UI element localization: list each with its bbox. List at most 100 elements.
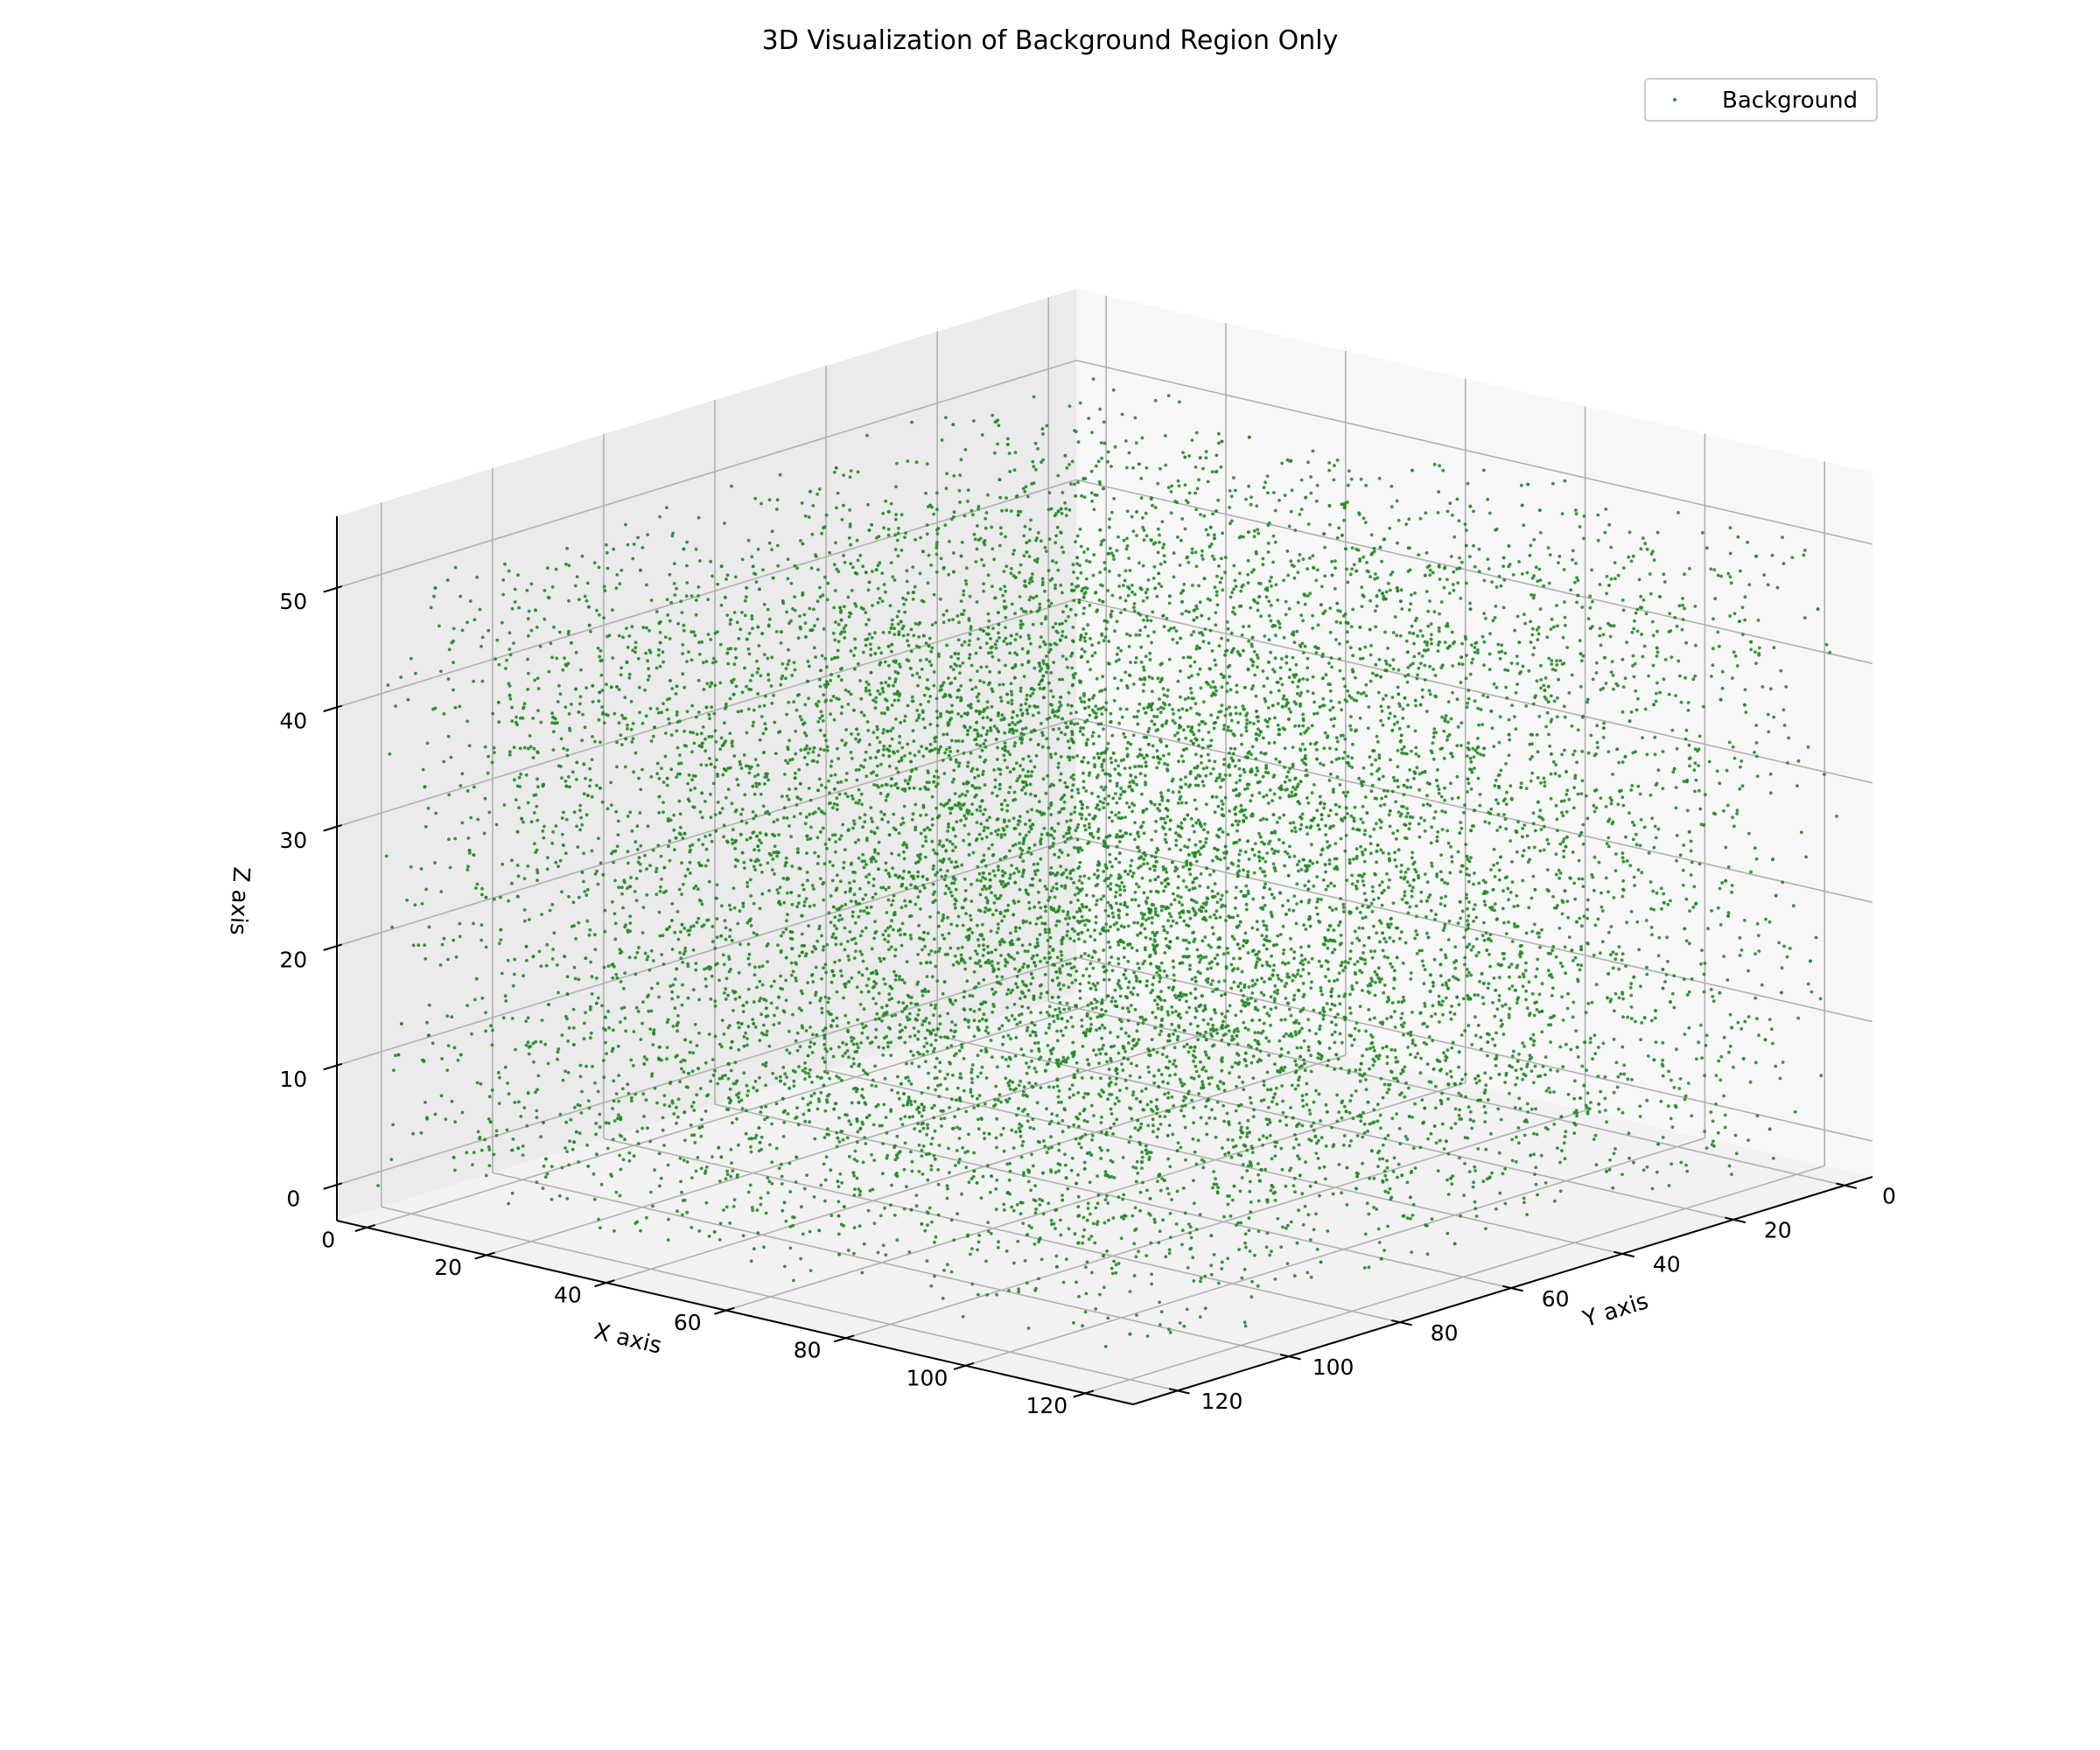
- scatter-point: [1271, 560, 1275, 564]
- scatter-point: [1148, 878, 1152, 883]
- scatter-point: [1133, 765, 1137, 769]
- scatter-point: [442, 760, 446, 764]
- scatter-point: [1398, 1142, 1403, 1146]
- scatter-point: [1212, 1182, 1216, 1186]
- scatter-point: [976, 1117, 980, 1122]
- scatter-point: [1228, 688, 1233, 692]
- scatter-point: [1303, 957, 1307, 962]
- scatter-point: [775, 508, 779, 511]
- scatter-point: [1613, 561, 1617, 564]
- scatter-point: [1376, 1227, 1381, 1231]
- scatter-point: [1443, 880, 1446, 885]
- scatter-point: [1068, 404, 1072, 408]
- scatter-point: [639, 1228, 642, 1233]
- scatter-point: [484, 1011, 487, 1015]
- scatter-point: [801, 1232, 805, 1236]
- scatter-point: [1521, 664, 1525, 668]
- scatter-point: [472, 921, 475, 926]
- scatter-point: [1060, 963, 1065, 968]
- scatter-point: [1698, 862, 1702, 866]
- scatter-point: [808, 1068, 812, 1072]
- scatter-point: [1414, 704, 1418, 708]
- grid-line-y-floor: [714, 1103, 1512, 1289]
- scatter-point: [1432, 957, 1437, 962]
- scatter-point: [1361, 853, 1365, 857]
- scatter-point: [947, 753, 951, 758]
- scatter-point: [953, 834, 957, 838]
- scatter-point: [1409, 1030, 1413, 1034]
- scatter-point: [915, 671, 920, 676]
- scatter-point: [1024, 485, 1028, 489]
- scatter-point: [1370, 956, 1375, 960]
- scatter-point: [1109, 873, 1113, 878]
- scatter-point: [851, 797, 855, 801]
- scatter-point: [1589, 1036, 1592, 1040]
- scatter-point: [1514, 1082, 1518, 1087]
- scatter-point: [1140, 1166, 1144, 1170]
- scatter-point: [1060, 1130, 1065, 1134]
- scatter-point: [1614, 1060, 1619, 1065]
- scatter-point: [1102, 727, 1105, 732]
- scatter-point: [1422, 1040, 1426, 1045]
- scatter-point: [1466, 919, 1469, 923]
- scatter-point: [1020, 788, 1024, 792]
- scatter-point: [599, 1182, 604, 1186]
- scatter-point: [1041, 580, 1045, 584]
- scatter-point: [876, 689, 880, 693]
- scatter-point: [1167, 1124, 1172, 1127]
- scatter-point: [1082, 1118, 1087, 1123]
- scatter-point: [900, 978, 905, 982]
- scatter-point: [1321, 1006, 1326, 1010]
- scatter-point: [690, 778, 694, 782]
- scatter-point: [1517, 975, 1522, 979]
- scatter-point: [1495, 829, 1500, 832]
- scatter-point: [1273, 716, 1277, 720]
- scatter-point: [625, 626, 628, 630]
- scatter-point: [1102, 1026, 1107, 1030]
- scatter-point: [803, 621, 808, 625]
- scatter-point: [1269, 995, 1273, 999]
- scatter-point: [1056, 737, 1060, 741]
- scatter-point: [1420, 948, 1424, 953]
- scatter-point: [1699, 1023, 1703, 1027]
- grid-line-x-floor: [845, 1110, 1586, 1339]
- scatter-point: [833, 638, 837, 642]
- scatter-point: [1271, 969, 1276, 972]
- scatter-point: [1684, 939, 1689, 943]
- scatter-point: [440, 942, 444, 947]
- scatter-point: [700, 640, 704, 644]
- scatter-point: [1282, 694, 1286, 698]
- scatter-point: [1350, 882, 1354, 886]
- scatter-point: [1457, 1065, 1460, 1069]
- scatter-point: [1004, 615, 1008, 620]
- scatter-point: [934, 570, 939, 574]
- scatter-point: [1158, 710, 1163, 714]
- scatter-point: [794, 708, 799, 712]
- scatter-point: [525, 588, 529, 592]
- scatter-point: [1103, 635, 1108, 639]
- scatter-point: [1201, 466, 1205, 471]
- scatter-point: [1375, 604, 1379, 608]
- scatter-point: [521, 1153, 525, 1157]
- scatter-point: [1415, 914, 1418, 919]
- scatter-point: [1026, 711, 1030, 716]
- scatter-point: [1400, 898, 1404, 901]
- scatter-point: [890, 851, 893, 856]
- scatter-point: [1308, 1112, 1312, 1116]
- scatter-point: [1215, 1100, 1220, 1104]
- scatter-point: [1153, 1026, 1157, 1030]
- scatter-point: [594, 1132, 598, 1137]
- scatter-point: [937, 843, 942, 846]
- grid-line-y-floor: [492, 1172, 1290, 1358]
- scatter-point: [983, 825, 987, 830]
- scatter-point: [1018, 997, 1022, 1000]
- scatter-point: [1086, 1003, 1090, 1007]
- scatter-point: [1527, 906, 1531, 910]
- scatter-point: [998, 682, 1002, 687]
- scatter-point: [801, 1096, 805, 1101]
- scatter-point: [747, 952, 752, 956]
- scatter-point: [1137, 1250, 1140, 1254]
- scatter-point: [1488, 511, 1492, 515]
- scatter-point: [1746, 540, 1749, 544]
- scatter-point: [1294, 1063, 1298, 1067]
